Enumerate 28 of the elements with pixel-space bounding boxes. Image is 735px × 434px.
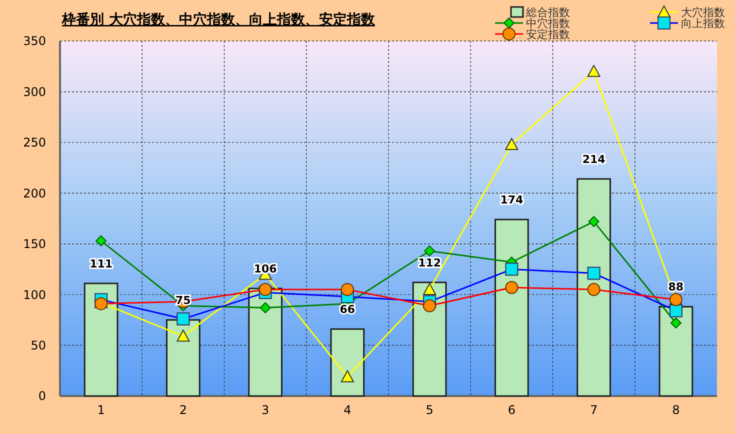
- data-label: 111: [90, 257, 113, 270]
- legend-label: 安定指数: [526, 28, 570, 41]
- y-tick-label: 100: [23, 288, 46, 302]
- data-label: 112: [418, 256, 442, 270]
- legend-label: 大穴指数: [681, 6, 725, 19]
- y-tick-label: 50: [30, 338, 46, 352]
- y-tick-label: 250: [23, 136, 46, 150]
- legend-label: 向上指数: [681, 16, 725, 30]
- data-label: 214: [582, 152, 606, 166]
- chart-title: 枠番別 大穴指数、中穴指数、向上指数、安定指数: [61, 11, 376, 28]
- x-tick-label: 8: [672, 403, 680, 417]
- x-tick-label: 2: [179, 403, 188, 417]
- y-tick-label: 200: [23, 186, 46, 200]
- data-label: 174: [500, 194, 524, 207]
- x-tick-label: 5: [426, 403, 434, 417]
- x-tick-label: 6: [508, 403, 516, 417]
- x-tick-label: 7: [590, 403, 598, 417]
- legend-label: 総合指数: [525, 6, 570, 19]
- x-tick-label: 3: [261, 403, 270, 417]
- data-label: 66: [340, 303, 356, 316]
- y-tick-label: 150: [23, 237, 46, 252]
- x-tick-label: 4: [344, 403, 352, 417]
- x-tick-label: 1: [97, 403, 105, 417]
- data-label: 106: [254, 262, 278, 276]
- y-tick-label: 350: [23, 34, 46, 48]
- y-tick-label: 300: [23, 84, 46, 99]
- y-tick-label: 0: [38, 389, 46, 404]
- legend-label: 中穴指数: [526, 16, 570, 30]
